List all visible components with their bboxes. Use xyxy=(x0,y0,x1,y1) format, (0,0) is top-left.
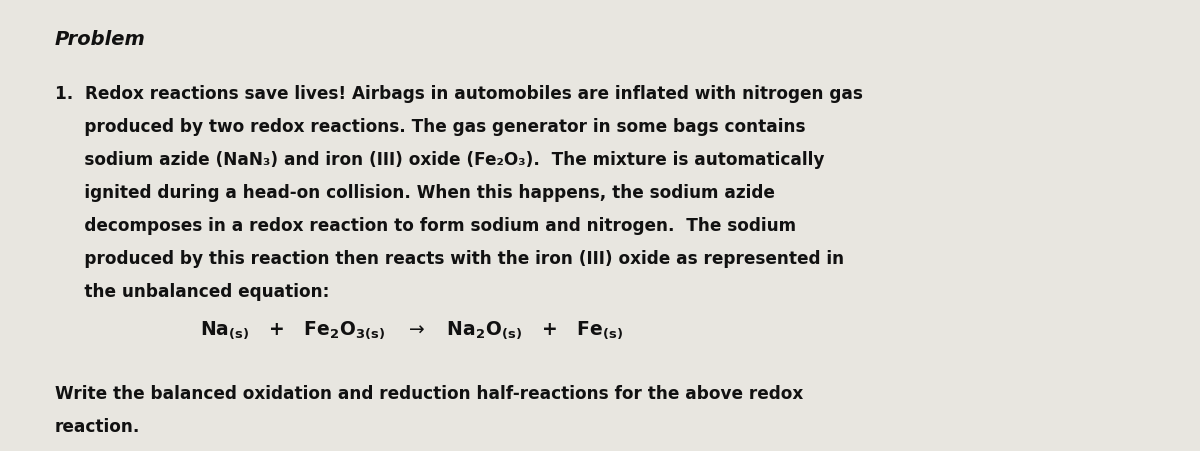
Text: sodium azide (NaN₃) and iron (III) oxide (Fe₂O₃).  The mixture is automatically: sodium azide (NaN₃) and iron (III) oxide… xyxy=(55,151,824,169)
Text: Na$_\mathregular{(s)}$   +   Fe$_\mathregular{2}$O$_\mathregular{3(s)}$   $\righ: Na$_\mathregular{(s)}$ + Fe$_\mathregula… xyxy=(200,319,623,341)
Text: Problem: Problem xyxy=(55,30,146,49)
Text: Write the balanced oxidation and reduction half-reactions for the above redox: Write the balanced oxidation and reducti… xyxy=(55,384,803,402)
Text: decomposes in a redox reaction to form sodium and nitrogen.  The sodium: decomposes in a redox reaction to form s… xyxy=(55,216,796,235)
Text: 1.  Redox reactions save lives! Airbags in automobiles are inflated with nitroge: 1. Redox reactions save lives! Airbags i… xyxy=(55,85,863,103)
Text: the unbalanced equation:: the unbalanced equation: xyxy=(55,282,329,300)
Text: reaction.: reaction. xyxy=(55,417,140,435)
Text: ignited during a head-on collision. When this happens, the sodium azide: ignited during a head-on collision. When… xyxy=(55,184,775,202)
Text: produced by this reaction then reacts with the iron (III) oxide as represented i: produced by this reaction then reacts wi… xyxy=(55,249,844,267)
Text: produced by two redox reactions. The gas generator in some bags contains: produced by two redox reactions. The gas… xyxy=(55,118,805,136)
